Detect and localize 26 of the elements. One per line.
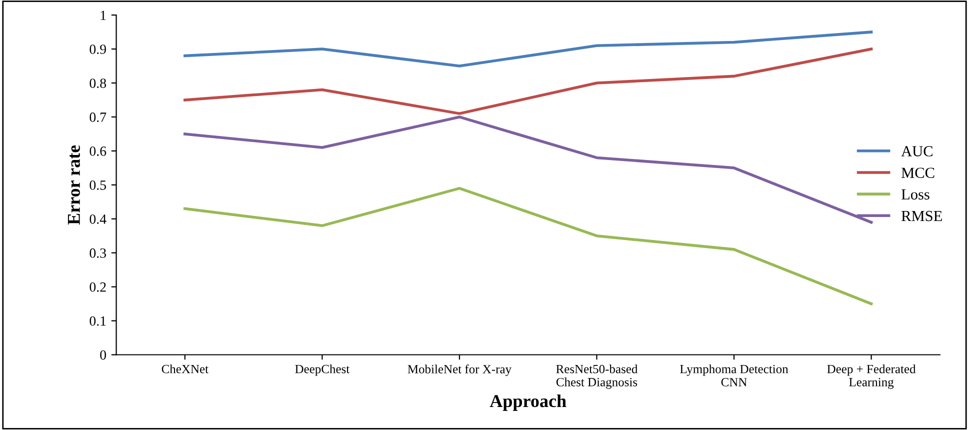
y-tick-label: 0.6	[90, 146, 106, 156]
x-axis-title: Approach	[490, 394, 566, 411]
legend-label: AUC	[901, 146, 932, 156]
line-series	[184, 186, 873, 306]
y-axis-title: Error rate	[68, 145, 80, 225]
y-tick-label: 0.4	[90, 214, 106, 224]
line-series	[184, 30, 873, 68]
x-tick-label: CheXNet	[162, 364, 208, 374]
y-tick-label: 1	[100, 10, 106, 20]
x-tick-label: MobileNet for X-ray	[408, 364, 512, 376]
y-tick-label: 0	[100, 350, 106, 360]
y-tick-label: 0.7	[90, 112, 106, 122]
y-tick-label: 0.3	[90, 248, 106, 258]
y-tick-label: 0.1	[90, 316, 106, 326]
x-tick-label: DeepChest	[295, 364, 350, 376]
x-tick-label: Deep + Federated Learning	[827, 364, 916, 389]
legend-label: MCC	[901, 168, 934, 178]
legend-label: Loss	[901, 189, 930, 200]
x-tick-label: ResNet50-based Chest Diagnosis	[556, 364, 638, 389]
y-tick-label: 0.5	[90, 180, 106, 190]
x-tick-label: Lymphoma Detection CNN	[680, 364, 788, 386]
line-series	[184, 48, 873, 115]
y-tick-label: 0.8	[90, 78, 106, 88]
y-tick-label: 0.9	[90, 44, 106, 54]
legend-label: RMSE	[901, 210, 942, 222]
y-tick-label: 0.2	[90, 282, 106, 292]
